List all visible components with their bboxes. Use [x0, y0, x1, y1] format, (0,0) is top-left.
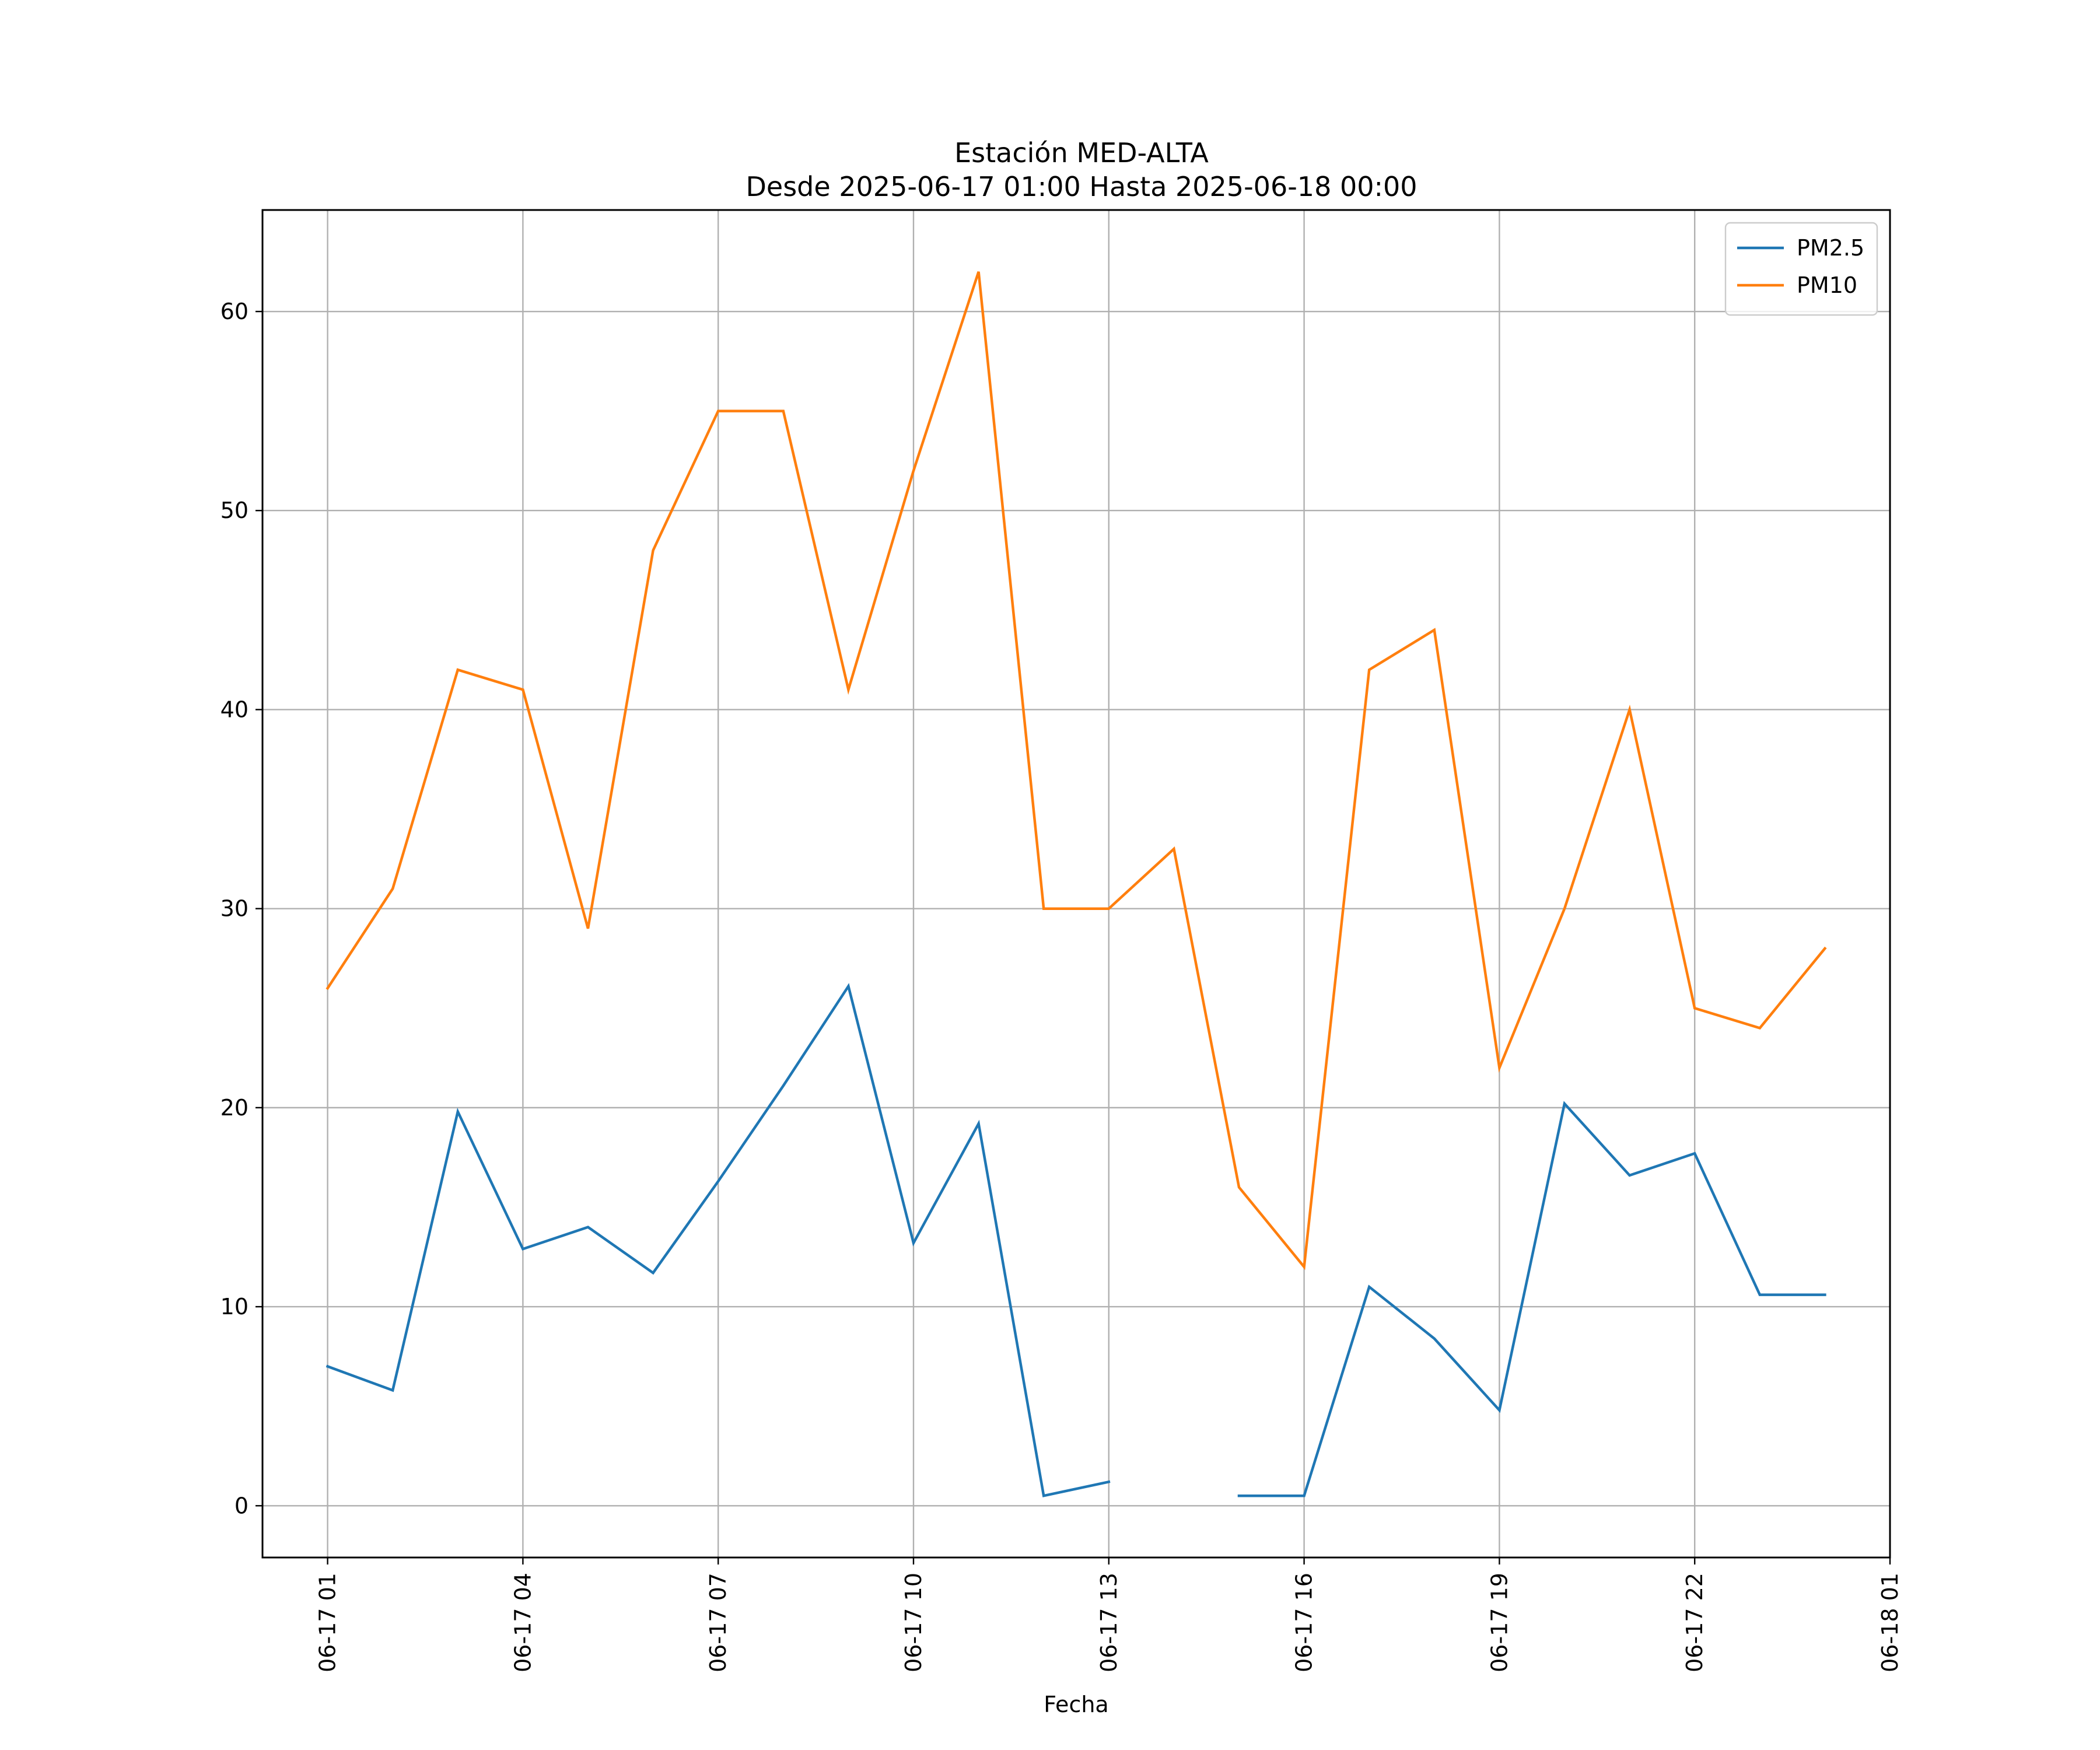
x-axis-label: Fecha: [1044, 1692, 1108, 1717]
x-tick-label: 06-17 10: [901, 1573, 926, 1672]
x-axis: 06-17 01 06-17 04 06-17 07 06-17 10 06-17 13…: [315, 1558, 1903, 1672]
y-tick-label: 20: [220, 1095, 249, 1121]
legend-label: PM10: [1797, 272, 1857, 298]
legend-label: PM2.5: [1797, 235, 1864, 261]
x-tick-label: 06-17 07: [705, 1573, 731, 1672]
legend: PM2.5 PM10: [1724, 222, 1878, 316]
y-tick-label: 30: [220, 896, 249, 922]
x-tick-label: 06-17 22: [1682, 1573, 1707, 1672]
y-tick-label: 0: [235, 1493, 249, 1518]
y-tick-label: 40: [220, 696, 249, 722]
y-axis: 0 10 20 30 40 50 60: [220, 299, 262, 1518]
series-layer: [326, 271, 1827, 1497]
x-tick-label: 06-17 19: [1486, 1573, 1512, 1672]
plot-frame: [261, 209, 1891, 1559]
series-line-pm10: [326, 271, 1827, 1270]
chart-title: Estación MED-ALTA: [954, 137, 1209, 169]
y-tick-label: 10: [220, 1294, 249, 1320]
y-tick-label: 60: [220, 299, 249, 324]
series-line-pm25: [326, 983, 1826, 1497]
chart-subtitle: Desde 2025-06-17 01:00 Hasta 2025-06-18 …: [746, 171, 1417, 202]
x-tick-label: 06-17 04: [510, 1573, 536, 1672]
y-tick-label: 50: [220, 498, 249, 523]
x-tick-label: 06-17 01: [315, 1573, 341, 1672]
x-tick-label: 06-17 13: [1096, 1573, 1122, 1672]
legend-box: [1724, 222, 1878, 316]
x-tick-label: 06-18 01: [1877, 1573, 1903, 1672]
x-tick-label: 06-17 16: [1292, 1573, 1317, 1672]
